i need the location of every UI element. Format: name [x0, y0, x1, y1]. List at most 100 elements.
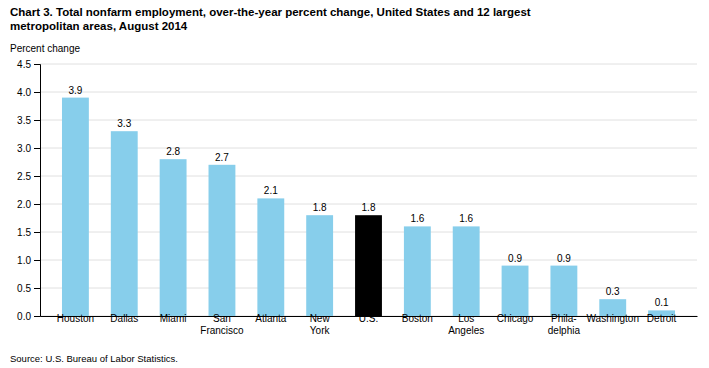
tick-label: 2.5	[17, 171, 31, 182]
x-tick: Phila-delphia	[548, 313, 581, 336]
tick-label: 4.0	[17, 87, 31, 98]
bar	[111, 131, 138, 316]
bars	[62, 98, 675, 316]
bar	[355, 215, 382, 316]
y-tick: 1.5	[17, 227, 40, 238]
y-tick: 3.0	[17, 143, 40, 154]
tick-label-line: Los	[458, 313, 474, 324]
x-tick: Boston	[402, 313, 433, 324]
x-tick: Washington	[587, 313, 639, 324]
grid-line	[40, 92, 697, 93]
tick-label: 0.0	[17, 311, 31, 322]
tick-label-line: York	[310, 325, 331, 336]
x-tick: Atlanta	[255, 313, 287, 324]
tick-label: 1.5	[17, 227, 31, 238]
tick-mark	[34, 64, 40, 65]
tick-label: 3.5	[17, 115, 31, 126]
data-label: 2.8	[166, 146, 180, 157]
data-label: 1.6	[410, 213, 424, 224]
bar	[502, 266, 529, 316]
tick-mark	[34, 232, 40, 233]
bar	[62, 98, 89, 316]
tick-label-line: New	[310, 313, 331, 324]
data-labels: 3.9 3.3 2.8 2.7 2.1 1.8 1.8 1.6 1.6 0.9 0.9 0.3 0.1	[68, 85, 669, 309]
data-label: 0.1	[655, 297, 669, 308]
data-label: 1.8	[313, 202, 327, 213]
tick-mark	[34, 316, 40, 317]
data-label: 2.7	[215, 152, 229, 163]
x-tick: LosAngeles	[448, 313, 484, 336]
x-tick: Dallas	[110, 313, 138, 324]
bar	[209, 165, 236, 316]
tick-label-line: Chicago	[497, 313, 534, 324]
grid-line	[40, 64, 697, 65]
data-label: 0.9	[508, 253, 522, 264]
x-tick: Chicago	[497, 313, 534, 324]
y-tick: 2.5	[17, 171, 40, 182]
axis-line	[34, 65, 41, 317]
tick-label: 4.5	[17, 59, 31, 70]
tick-mark	[34, 92, 40, 93]
tick-label-line: Boston	[402, 313, 433, 324]
data-label: 0.3	[606, 286, 620, 297]
tick-label: Houston	[57, 313, 94, 324]
tick-label-line: Miami	[160, 313, 187, 324]
data-label: 3.9	[68, 85, 82, 96]
tick-label-line: Dallas	[110, 313, 138, 324]
title: Chart 3. Total nonfarm employment, over-…	[10, 6, 531, 32]
tick-label: Phila-delphia	[548, 313, 581, 336]
x-tick: Houston	[57, 313, 94, 324]
tick-mark	[34, 120, 40, 121]
tick-label: 2.0	[17, 199, 31, 210]
title-line: metropolitan areas, August 2014	[10, 20, 188, 32]
y-tick: 3.5	[17, 115, 40, 126]
data-label: 1.8	[362, 202, 376, 213]
tick-label-line: San	[213, 313, 231, 324]
tick-label: 1.0	[17, 255, 31, 266]
annotation: Source: U.S. Bureau of Labor Statistics.	[10, 353, 178, 364]
y-label: Percent change	[10, 43, 80, 54]
x-tick: Miami	[160, 313, 187, 324]
tick-label: 0.5	[17, 283, 31, 294]
x-tick: Detroit	[647, 313, 677, 324]
bar	[550, 266, 577, 316]
tick-label: 3.0	[17, 143, 31, 154]
tick-mark	[34, 204, 40, 205]
bar	[453, 226, 480, 316]
tick-label: Atlanta	[255, 313, 287, 324]
grid	[40, 64, 697, 316]
x-tick: U.S.	[359, 313, 378, 324]
tick-label-line: U.S.	[359, 313, 378, 324]
bar	[257, 198, 284, 316]
title-line: Chart 3. Total nonfarm employment, over-…	[10, 6, 531, 18]
y-tick: 0.0	[17, 311, 40, 322]
tick-label: Chicago	[497, 313, 534, 324]
tick-label: NewYork	[310, 313, 331, 336]
bar	[160, 159, 187, 316]
tick-label-line: Washington	[587, 313, 639, 324]
tick-label-line: Francisco	[200, 325, 244, 336]
y-tick: 4.0	[17, 87, 40, 98]
y-tick: 1.0	[17, 255, 40, 266]
tick-label: Detroit	[647, 313, 677, 324]
y-tick: 0.5	[17, 283, 40, 294]
tick-label: Miami	[160, 313, 187, 324]
data-label: 2.1	[264, 185, 278, 196]
tick-label: U.S.	[359, 313, 378, 324]
x-tick: NewYork	[310, 313, 331, 336]
data-label: 1.6	[459, 213, 473, 224]
tick-label-line: Houston	[57, 313, 94, 324]
grid-line	[40, 176, 697, 177]
tick-label-line: Phila-	[551, 313, 577, 324]
tick-label-line: Angeles	[448, 325, 484, 336]
bar	[404, 226, 431, 316]
tick-mark	[34, 148, 40, 149]
tick-mark	[34, 260, 40, 261]
chart: Chart 3. Total nonfarm employment, over-…	[0, 0, 709, 368]
x-axis: Houston Dallas Miami SanFrancisco Atlanta New…	[41, 313, 698, 336]
tick-mark	[34, 288, 40, 289]
data-label: 3.3	[117, 118, 131, 129]
grid-line	[40, 148, 697, 149]
tick-label: Boston	[402, 313, 433, 324]
data-label: 0.9	[557, 253, 571, 264]
